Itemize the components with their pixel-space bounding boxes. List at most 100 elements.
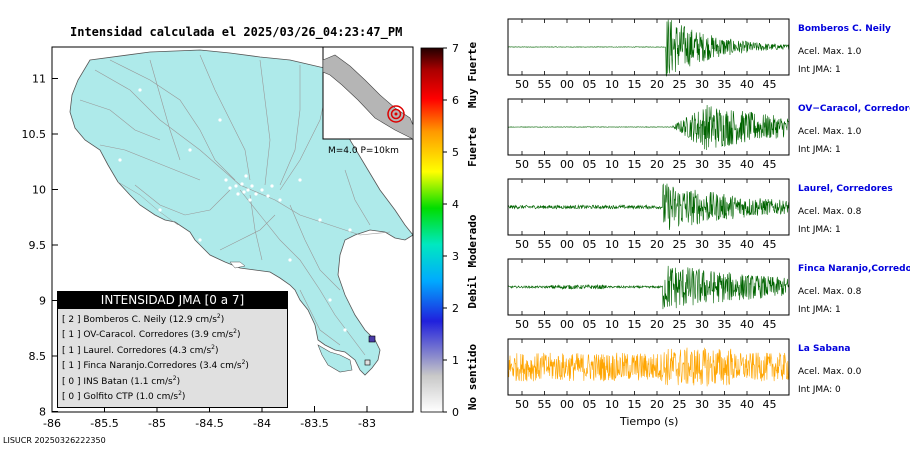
map-y-tick-label: 8.5 <box>29 350 47 363</box>
waveform-tick-label: 05 <box>583 78 597 91</box>
map-y-tick-label: 9 <box>39 295 46 308</box>
colorbar-tick-label: 2 <box>452 302 459 315</box>
colorbar <box>420 47 444 413</box>
waveform-tick-label: 30 <box>695 158 709 171</box>
waveform-tick-label: 55 <box>538 78 552 91</box>
colorbar-categories: Muy Fuerte Fuerte Moderado Debil No sentido <box>466 42 479 411</box>
legend-exponent: 2 <box>178 389 182 397</box>
waveform-tick-label: 35 <box>718 398 732 411</box>
waveform-tick-label: 50 <box>515 78 529 91</box>
legend-close: ) <box>181 391 186 402</box>
waveform-tick-label: 55 <box>538 238 552 251</box>
waveform-frame <box>507 338 790 396</box>
waveform-tick-label: 00 <box>560 158 574 171</box>
station-name: OV−Caracol, Corredores <box>798 104 910 114</box>
waveform-tick-label: 35 <box>718 318 732 331</box>
legend-close: ) <box>236 330 241 341</box>
legend-close: ) <box>220 315 225 325</box>
waveform-tick-label: 35 <box>718 158 732 171</box>
station-max-accel: Acel. Max. 1.0 <box>798 47 862 57</box>
waveform-tick-label: 20 <box>650 398 664 411</box>
legend-station-text: INS Batan (1.1 cm/s <box>83 376 173 387</box>
waveform-tick-label: 55 <box>538 398 552 411</box>
map-x-tick-label: -83.5 <box>300 417 328 430</box>
legend-station-text: Laurel. Corredores (4.3 cm/s <box>83 345 212 356</box>
waveform-tick-label: 40 <box>740 398 754 411</box>
station-max-accel: Acel. Max. 0.8 <box>798 207 862 217</box>
waveform-tick-label: 40 <box>740 318 754 331</box>
legend-row: [ 0 ] INS Batan (1.1 cm/s2) <box>58 371 287 387</box>
legend-close: ) <box>214 345 219 356</box>
waveform-trace <box>507 265 790 310</box>
waveform-plot: 50 55 00 05 10 15 20 25 30 35 40 45 <box>507 338 790 411</box>
waveform-frame <box>507 98 790 156</box>
colorbar-tick-label: 7 <box>452 42 459 55</box>
waveform-tick-label: 40 <box>740 78 754 91</box>
legend-row: [ 1 ] Laurel. Corredores (4.3 cm/s2) <box>58 340 287 356</box>
waveform-tick-label: 40 <box>740 158 754 171</box>
waveform-tick-label: 15 <box>628 158 642 171</box>
station-jma: Int JMA: 1 <box>798 145 841 155</box>
waveform-tick-label: 10 <box>605 78 619 91</box>
station-max-accel: Acel. Max. 0.0 <box>798 367 862 377</box>
legend-jma-value: [ 0 ] <box>62 391 84 402</box>
waveform-tick-label: 50 <box>515 318 529 331</box>
waveform-tick-label: 10 <box>605 238 619 251</box>
map-x-tick-label: -84.5 <box>195 417 223 430</box>
colorbar-tick-label: 6 <box>452 94 459 107</box>
waveform-tick-label: 20 <box>650 78 664 91</box>
map-y-tick-label: 11 <box>32 73 46 86</box>
station-name: La Sabana <box>798 344 851 354</box>
station-jma: Int JMA: 1 <box>798 65 841 75</box>
colorbar-tick-label: 1 <box>452 354 459 367</box>
colorbar-category-label: Fuerte <box>466 127 479 167</box>
map-y-axis: 11 10.5 10 9.5 9 8.5 8 <box>22 73 58 419</box>
waveform-tick-label: 50 <box>515 238 529 251</box>
waveform-tick-label: 00 <box>560 238 574 251</box>
station-max-accel: Acel. Max. 0.8 <box>798 287 862 297</box>
colorbar-ticks: 7 6 5 4 3 2 1 0 <box>443 42 459 419</box>
station-name: Finca Naranjo,Corredores <box>798 264 910 274</box>
station-marker-neily <box>368 335 376 343</box>
legend-row: [ 2 ] Bomberos C. Neily (12.9 cm/s2) <box>58 309 287 325</box>
footer-id: LISUCR 20250326222350 <box>3 436 106 445</box>
waveform-tick-label: 10 <box>605 158 619 171</box>
waveform-tick-label: 05 <box>583 398 597 411</box>
waveform-tick-label: 30 <box>695 78 709 91</box>
colorbar-category-label: Muy Fuerte <box>466 42 479 109</box>
waveform-tick-label: 40 <box>740 238 754 251</box>
colorbar-category-label: No sentido <box>466 344 479 411</box>
legend-row: [ 1 ] Finca Naranjo.Corredores (3.4 cm/s… <box>58 355 287 372</box>
waveform-tick-label: 25 <box>673 78 687 91</box>
station-marker-golfito <box>364 359 371 366</box>
waveform-trace <box>507 347 790 387</box>
legend-station-text: Bomberos C. Neily (12.9 cm/s <box>83 315 217 325</box>
map-x-axis: -86 -85.5 -85 -84.5 -84 -83.5 -83 <box>43 406 376 430</box>
legend-jma-value: [ 2 ] <box>62 315 84 325</box>
waveform-plot: 50 55 00 05 10 15 20 25 30 35 40 45 <box>507 258 790 331</box>
intensity-legend: INTENSIDAD JMA [0 a 7] [ 2 ] Bomberos C.… <box>57 291 288 408</box>
station-name: Bomberos C. Neily <box>798 24 891 34</box>
map-y-tick-label: 9.5 <box>29 239 47 252</box>
inset-label: M=4.0 P=10km <box>328 146 399 156</box>
map-y-tick-label: 10.5 <box>22 128 47 141</box>
legend-station-text: Golfito CTP (1.0 cm/s <box>83 391 179 402</box>
legend-jma-value: [ 0 ] <box>62 376 84 387</box>
colorbar-tick-label: 5 <box>452 146 459 159</box>
waveform-tick-label: 30 <box>695 398 709 411</box>
waveform-tick-label: 30 <box>695 318 709 331</box>
waveform-frame <box>507 258 790 316</box>
legend-title: INTENSIDAD JMA [0 a 7] <box>58 292 287 309</box>
waveform-tick-label: 45 <box>763 318 777 331</box>
colorbar-tick-label: 3 <box>452 250 459 263</box>
waveform-trace <box>507 105 790 151</box>
waveform-tick-label: 15 <box>628 318 642 331</box>
station-jma: Int JMA: 0 <box>798 385 841 395</box>
station-max-accel: Acel. Max. 1.0 <box>798 127 862 137</box>
waveform-tick-label: 00 <box>560 78 574 91</box>
legend-close: ) <box>245 361 249 372</box>
waveform-tick-label: 35 <box>718 238 732 251</box>
map-x-tick-label: -86 <box>43 417 61 430</box>
legend-close: ) <box>176 376 181 387</box>
waveform-tick-label: 45 <box>763 158 777 171</box>
